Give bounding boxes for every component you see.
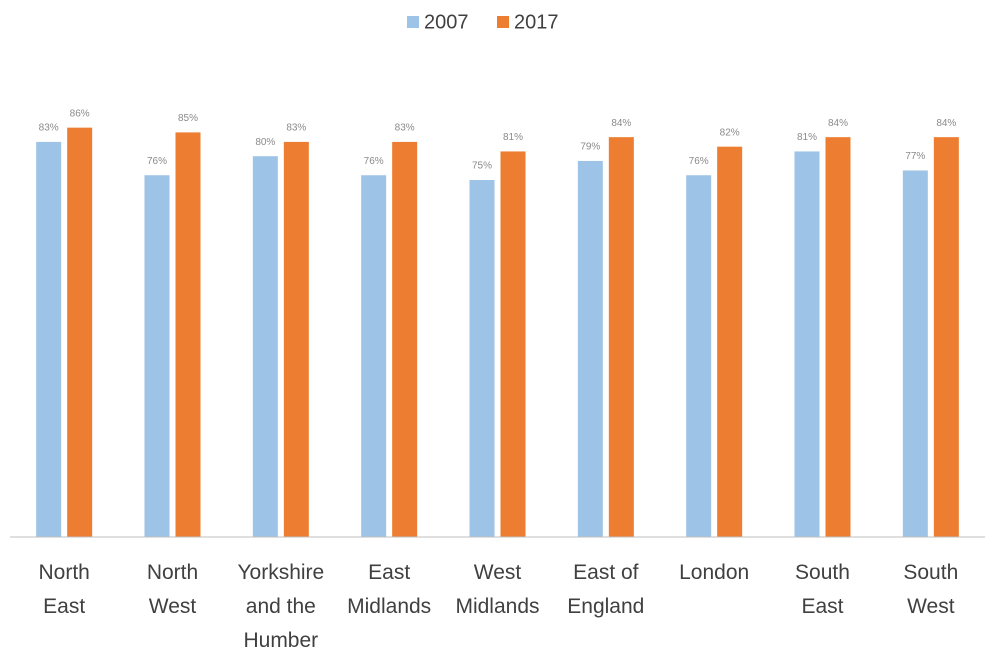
- bar: [902, 170, 928, 538]
- data-label: 84%: [936, 118, 956, 129]
- bar: [500, 151, 526, 537]
- legend-swatch: [497, 16, 509, 28]
- x-tick-line: East of: [573, 561, 639, 584]
- x-tick-label: South East: [795, 561, 850, 618]
- x-tick-line: Midlands: [347, 595, 431, 618]
- bar: [175, 132, 201, 537]
- data-label: 81%: [797, 132, 817, 143]
- x-tick-line: South: [903, 561, 958, 584]
- x-tick-line: and the: [246, 595, 316, 618]
- x-tick-line: London: [679, 561, 749, 584]
- x-tick-line: Midlands: [455, 595, 539, 618]
- data-label: 83%: [286, 123, 306, 134]
- x-tick-label: East Midlands: [347, 561, 431, 618]
- bar: [361, 175, 387, 538]
- bar: [825, 137, 851, 537]
- bar: [144, 175, 170, 538]
- legend-label: 2017: [514, 11, 559, 33]
- x-tick-line: West: [907, 595, 955, 618]
- x-tick-label: North West: [147, 561, 198, 618]
- x-tick-line: South: [795, 561, 850, 584]
- x-tick-label: West Midlands: [455, 561, 539, 618]
- data-label: 79%: [580, 142, 600, 153]
- bar: [686, 175, 712, 538]
- bar: [933, 137, 959, 537]
- data-label: 82%: [720, 127, 740, 138]
- data-label: 83%: [395, 123, 415, 134]
- data-label: 84%: [828, 118, 848, 129]
- data-label: 85%: [178, 113, 198, 124]
- legend-label: 2007: [424, 11, 469, 33]
- bar: [608, 137, 634, 537]
- x-tick-label: North East: [38, 561, 89, 618]
- data-label: 80%: [255, 137, 275, 148]
- data-label: 86%: [70, 108, 90, 119]
- bar: [36, 141, 62, 538]
- x-tick-line: East: [801, 595, 843, 618]
- x-tick-label: Yorkshire and the Humber: [237, 561, 324, 652]
- legend-swatch: [407, 16, 419, 28]
- x-tick-line: North: [147, 561, 198, 584]
- x-tick-line: England: [567, 595, 644, 618]
- x-tick-line: West: [149, 595, 197, 618]
- x-tick-line: Humber: [243, 629, 318, 652]
- data-label: 76%: [364, 156, 384, 167]
- data-label: 84%: [611, 118, 631, 129]
- data-label: 81%: [503, 132, 523, 143]
- data-label: 77%: [905, 151, 925, 162]
- data-label: 76%: [147, 156, 167, 167]
- bar: [717, 146, 743, 537]
- bar: [577, 160, 603, 537]
- x-tick-line: Yorkshire: [237, 561, 324, 584]
- x-tick-line: East: [43, 595, 85, 618]
- bar: [67, 127, 93, 537]
- data-label: 76%: [689, 156, 709, 167]
- bar: [252, 156, 278, 537]
- data-label: 75%: [472, 161, 492, 172]
- x-tick-label: South West: [903, 561, 958, 618]
- x-tick-line: North: [38, 561, 89, 584]
- bar: [392, 141, 418, 538]
- x-tick-line: East: [368, 561, 410, 584]
- bar: [283, 141, 309, 538]
- data-label: 83%: [39, 123, 59, 134]
- x-tick-label: London: [679, 561, 749, 584]
- bar: [794, 151, 820, 537]
- x-tick-line: West: [474, 561, 522, 584]
- x-tick-label: East of England: [567, 561, 644, 618]
- bar: [469, 180, 495, 537]
